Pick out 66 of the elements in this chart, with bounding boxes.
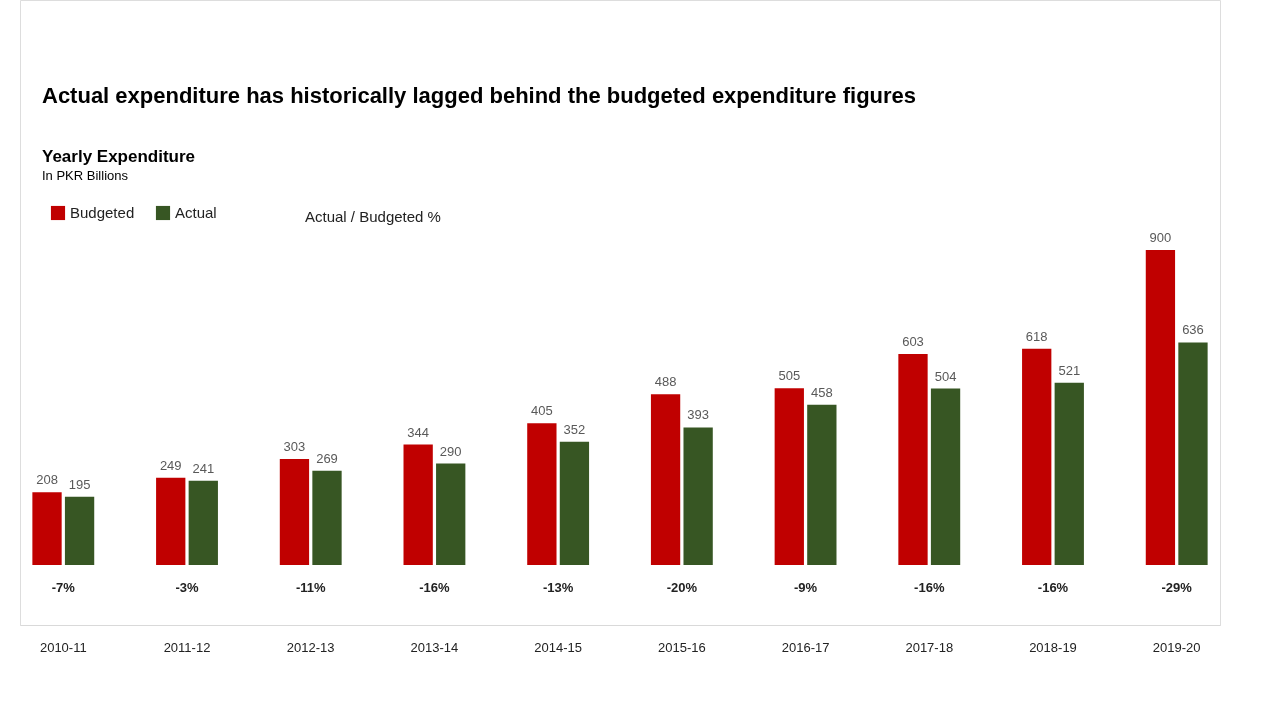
data-label: 208 xyxy=(36,472,58,488)
x-tick-label: 2011-12 xyxy=(163,639,211,655)
data-label: 352 xyxy=(563,421,586,437)
bar xyxy=(279,458,310,565)
text: -11% xyxy=(295,580,326,595)
legend-label: Actual xyxy=(175,204,217,221)
text: -16% xyxy=(419,580,451,595)
data-label: 505 xyxy=(778,368,801,384)
x-tick-label: 2013-14 xyxy=(410,639,459,655)
x-tick-label: 2010-11 xyxy=(39,639,87,655)
x-tick-label: 2014-15 xyxy=(534,639,582,655)
data-label: 636 xyxy=(1182,322,1204,338)
bar xyxy=(312,470,342,565)
bar xyxy=(1178,342,1208,565)
chart-subtitle: Yearly Expenditure xyxy=(42,147,196,166)
bar xyxy=(32,492,62,565)
bar xyxy=(1054,382,1084,565)
bar xyxy=(774,388,804,565)
bar xyxy=(807,404,837,565)
bar xyxy=(188,480,218,565)
bar xyxy=(930,388,961,565)
text: Actual / Budgeted % xyxy=(305,208,441,225)
bar xyxy=(436,463,466,565)
data-label: 458 xyxy=(810,384,833,400)
bar xyxy=(898,353,928,565)
bar xyxy=(683,427,713,565)
chart-title: Actual expenditure has historically lagged behind the budgeted expenditure figures xyxy=(42,83,917,108)
data-label: 241 xyxy=(192,460,215,476)
data-label: 344 xyxy=(407,424,430,440)
x-tick-label: 2018-19 xyxy=(1029,639,1077,655)
data-label: 290 xyxy=(439,443,462,459)
bar xyxy=(156,477,186,565)
text: In PKR Billions xyxy=(42,168,129,183)
data-label: 618 xyxy=(1025,328,1048,344)
data-label: 405 xyxy=(531,403,553,419)
data-label: 269 xyxy=(316,450,338,466)
data-label: 249 xyxy=(159,457,182,473)
text: -16% xyxy=(1037,580,1069,595)
bar xyxy=(1022,348,1052,565)
data-label: 603 xyxy=(902,333,924,349)
text: -29% xyxy=(1161,580,1193,595)
bar xyxy=(64,496,95,565)
x-tick-label: 2015-16 xyxy=(658,639,706,655)
text: -16% xyxy=(914,580,945,595)
legend-label: Budgeted xyxy=(70,204,135,221)
data-label: 504 xyxy=(934,368,957,384)
x-tick-label: 2012-13 xyxy=(286,639,335,655)
data-label: 521 xyxy=(1058,362,1081,378)
bar xyxy=(403,444,433,565)
text: -3% xyxy=(175,580,200,595)
text: -20% xyxy=(666,580,698,595)
data-label: 488 xyxy=(654,374,677,390)
bar xyxy=(1145,250,1176,565)
bar xyxy=(650,394,681,565)
bar xyxy=(527,423,557,565)
data-label: 393 xyxy=(687,407,709,423)
x-tick-label: 2016-17 xyxy=(781,639,830,655)
text: -13% xyxy=(542,580,574,595)
x-tick-label: 2017-18 xyxy=(905,639,954,655)
bar xyxy=(559,441,590,565)
data-label: 303 xyxy=(283,438,306,454)
x-tick-label: 2019-20 xyxy=(1152,639,1201,655)
text: -9% xyxy=(794,580,818,595)
text: -7% xyxy=(51,580,76,595)
data-label: 195 xyxy=(68,476,91,492)
data-label: 900 xyxy=(1149,230,1172,245)
